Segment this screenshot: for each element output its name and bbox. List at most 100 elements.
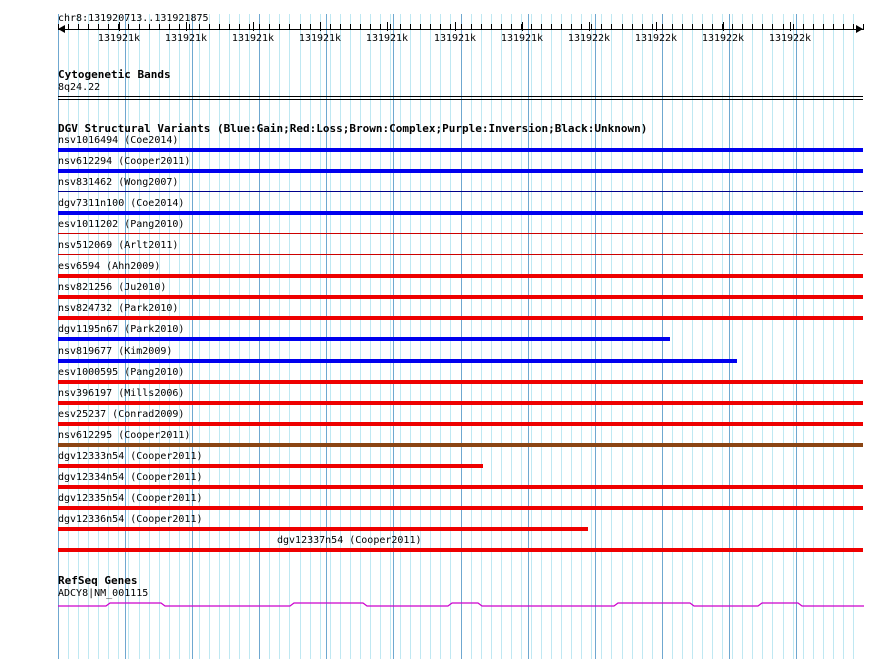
ruler-tick-minor [541,24,542,30]
dgv-feature-bar[interactable] [58,422,863,426]
grid-line-minor [752,14,753,659]
grid-line-minor [853,14,854,659]
ruler-tick-minor [853,24,854,30]
ruler-tick-minor [521,24,522,30]
cytoband-label[interactable]: 8q24.22 [58,82,101,93]
dgv-feature-label[interactable]: nsv612295 (Cooper2011) [58,430,191,441]
region-coordinate-label: chr8:131920713..131921875 [58,13,209,24]
dgv-feature-label[interactable]: nsv831462 (Wong2007) [58,177,179,188]
dgv-feature-label[interactable]: esv1011202 (Pang2010) [58,219,185,230]
ruler-tick-major [455,22,456,31]
gene-model-adcy8[interactable] [58,596,864,610]
dgv-feature-label[interactable]: dgv7311n100 (Coe2014) [58,198,185,209]
ruler-tick-minor [279,24,280,30]
dgv-feature-bar[interactable] [58,380,863,384]
ruler-tick-label: 131922k [567,33,611,44]
ruler-tick-minor [833,24,834,30]
dgv-feature-label[interactable]: esv6594 (Ahn2009) [58,261,161,272]
dgv-feature-label[interactable]: nsv512069 (Arlt2011) [58,240,179,251]
ruler-tick-minor [289,24,290,30]
dgv-feature-bar[interactable] [58,169,863,173]
dgv-feature-bar[interactable] [58,527,588,531]
ruler-tick-minor [330,24,331,30]
dgv-feature-label[interactable]: nsv824732 (Park2010) [58,303,179,314]
dgv-feature-bar[interactable] [58,337,670,341]
ruler-tick-minor [501,24,502,30]
ruler-tick-minor [440,24,441,30]
dgv-feature-label[interactable]: dgv12336n54 (Cooper2011) [58,514,203,525]
dgv-feature-bar[interactable] [58,464,483,468]
ruler-tick-minor [139,24,140,30]
ruler-tick-minor [803,24,804,30]
ruler-tick-major [186,22,187,31]
gene-intron-line [58,602,864,607]
dgv-feature-bar[interactable] [58,548,863,552]
ruler-tick-minor [430,24,431,30]
dgv-feature-label[interactable]: dgv12334n54 (Cooper2011) [58,472,203,483]
grid-line-minor [712,14,713,659]
grid-line-minor [692,14,693,659]
ruler-tick-minor [300,24,301,30]
dgv-feature-bar[interactable] [58,274,863,278]
dgv-feature-bar[interactable] [58,506,863,510]
dgv-feature-bar[interactable] [58,254,863,255]
ruler-tick-minor [269,24,270,30]
dgv-feature-label[interactable]: nsv1016494 (Coe2014) [58,135,179,146]
dgv-feature-label[interactable]: nsv396197 (Mills2006) [58,388,185,399]
ruler-tick-minor [350,24,351,30]
ruler-tick-minor [310,24,311,30]
dgv-feature-label[interactable]: esv1000595 (Pang2010) [58,367,185,378]
ruler-tick-minor [370,24,371,30]
dgv-feature-bar[interactable] [58,295,863,299]
track-separator-bottom [58,99,863,100]
dgv-feature-label[interactable]: dgv12337n54 (Cooper2011) [277,535,422,546]
ruler-tick-minor [843,24,844,30]
dgv-feature-bar[interactable] [58,359,737,363]
ruler-tick-minor [581,24,582,30]
gene-label-adcy8[interactable]: ADCY8|NM_001115 [58,588,149,599]
dgv-feature-label[interactable]: dgv1195n67 (Park2010) [58,324,185,335]
grid-line-minor [722,14,723,659]
dgv-feature-label[interactable]: esv25237 (Conrad2009) [58,409,185,420]
ruler-tick-minor [672,24,673,30]
ruler-tick-minor [511,24,512,30]
ruler-tick-minor [219,24,220,30]
dgv-feature-label[interactable]: dgv12333n54 (Cooper2011) [58,451,203,462]
dgv-feature-bar[interactable] [58,316,863,320]
track-title-cytogenetic-bands: Cytogenetic Bands [58,68,171,81]
ruler-tick-minor [772,24,773,30]
ruler-tick-minor [390,24,391,30]
ruler-tick-minor [571,24,572,30]
ruler-tick-label: 131922k [634,33,678,44]
ruler-tick-minor [169,24,170,30]
ruler-tick-minor [692,24,693,30]
grid-line-minor [702,14,703,659]
ruler-tick-label: 131921k [164,33,208,44]
grid-line-minor [772,14,773,659]
ruler-tick-minor [461,24,462,30]
ruler-tick-major [790,22,791,31]
dgv-feature-bar[interactable] [58,191,863,192]
ruler-tick-minor [632,24,633,30]
dgv-feature-label[interactable]: nsv612294 (Cooper2011) [58,156,191,167]
grid-line-minor [793,14,794,659]
ruler-tick-label: 131922k [768,33,812,44]
ruler-tick-major [589,22,590,31]
dgv-feature-bar[interactable] [58,233,863,234]
ruler-tick-minor [471,24,472,30]
left-arrow-icon [58,25,65,33]
ruler-tick-minor [793,24,794,30]
ruler-tick-minor [450,24,451,30]
dgv-feature-bar[interactable] [58,148,863,152]
dgv-feature-label[interactable]: nsv819677 (Kim2009) [58,346,173,357]
dgv-feature-bar[interactable] [58,485,863,489]
dgv-feature-bar[interactable] [58,211,863,215]
dgv-feature-bar[interactable] [58,443,863,447]
dgv-feature-label[interactable]: nsv821256 (Ju2010) [58,282,167,293]
ruler-tick-minor [783,24,784,30]
dgv-feature-bar[interactable] [58,401,863,405]
dgv-feature-label[interactable]: dgv12335n54 (Cooper2011) [58,493,203,504]
ruler-tick-label: 131921k [433,33,477,44]
ruler-tick-minor [128,24,129,30]
